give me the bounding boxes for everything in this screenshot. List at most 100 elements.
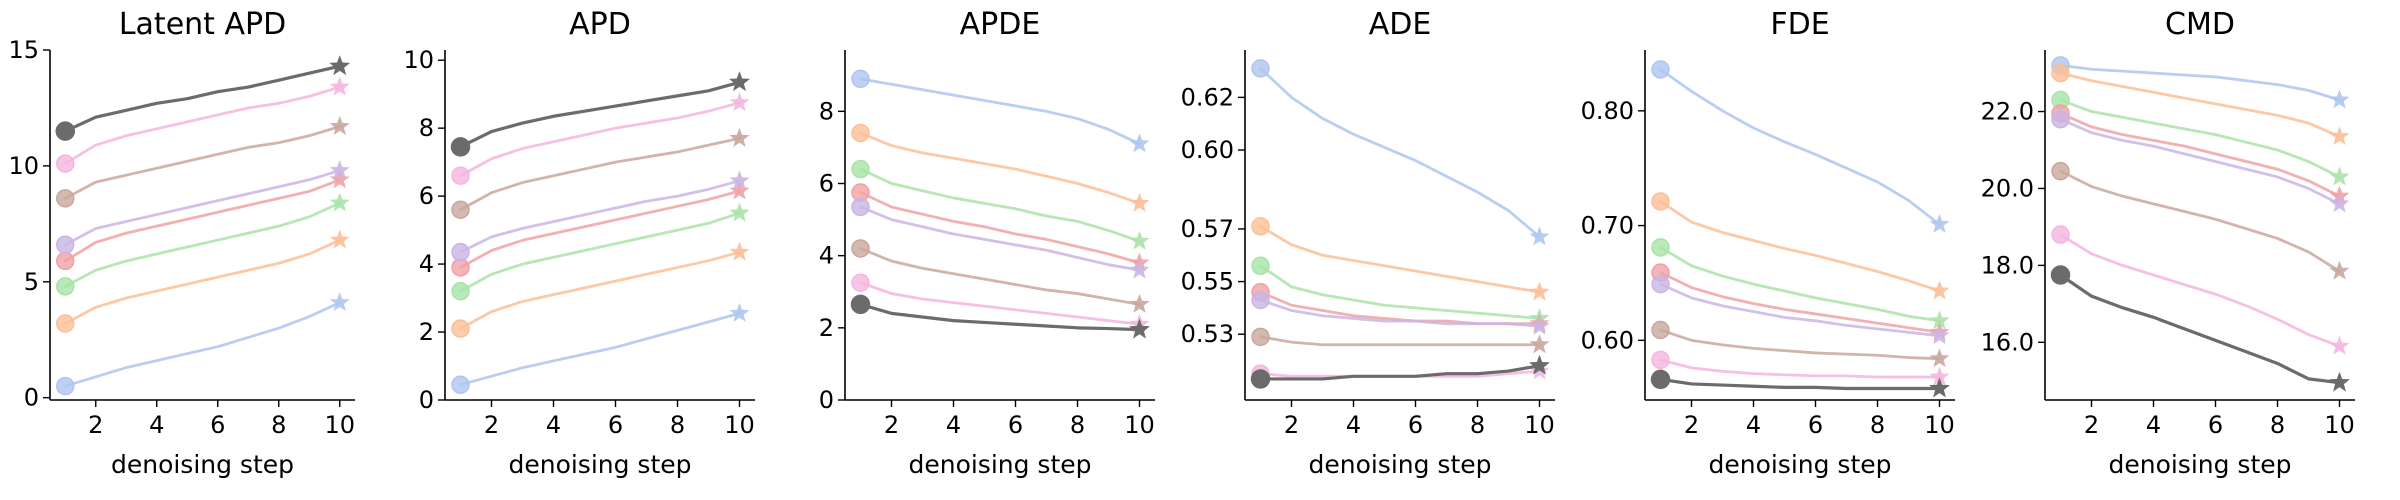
chart-title: FDE xyxy=(1770,7,1829,42)
x-tick-label: 6 xyxy=(1008,411,1023,439)
end-point xyxy=(1929,325,1950,345)
x-tick-label: 6 xyxy=(608,411,623,439)
end-point xyxy=(1129,192,1150,212)
series-line xyxy=(459,101,741,178)
start-point xyxy=(851,197,870,217)
y-tick-label: 8 xyxy=(819,97,834,125)
end-point xyxy=(329,55,351,76)
y-tick-label: 0.60 xyxy=(1181,136,1234,164)
y-tick-label: 2 xyxy=(819,314,834,342)
series-line xyxy=(859,191,1141,265)
series-line xyxy=(859,77,1141,146)
start-point xyxy=(1251,327,1270,347)
series-line xyxy=(1658,377,1942,391)
x-tick-label: 4 xyxy=(2146,411,2161,439)
start-point xyxy=(851,123,870,143)
chart-panel: FDE 2 4 6 8 10 0.60 0.70 0.80 denoising step xyxy=(1581,7,1955,479)
y-tick-label: 15 xyxy=(8,36,39,64)
series-line xyxy=(459,211,741,293)
start-point xyxy=(1651,60,1670,79)
start-point xyxy=(56,235,75,254)
series-line xyxy=(63,201,342,288)
y-tick-label: 0.80 xyxy=(1581,97,1634,125)
start-point xyxy=(851,69,870,89)
chart-panel: CMD 2 4 6 8 10 16.0 18.0 20.0 22.0 denoising step xyxy=(1981,7,2355,479)
chart-panel: ADE 2 4 6 8 10 0.53 0.55 0.57 0.60 0.62 denoising s… xyxy=(1181,7,1555,479)
x-tick-label: 2 xyxy=(884,411,899,439)
start-point xyxy=(56,277,75,296)
series-line xyxy=(2059,63,2341,102)
y-tick-label: 20.0 xyxy=(1981,174,2034,202)
x-axis-label: denoising step xyxy=(111,450,294,479)
series-line xyxy=(859,131,1141,205)
end-point xyxy=(729,302,750,322)
y-tick-label: 0 xyxy=(419,386,434,414)
start-point xyxy=(1251,290,1270,310)
end-point xyxy=(1929,310,1950,330)
start-point xyxy=(2051,161,2070,181)
y-tick-label: 4 xyxy=(819,242,834,270)
y-tick-label: 0.62 xyxy=(1181,83,1234,111)
end-point xyxy=(729,180,750,200)
series-line xyxy=(2059,169,2341,273)
x-tick-label: 8 xyxy=(670,411,685,439)
x-tick-label: 2 xyxy=(1684,411,1699,439)
start-point xyxy=(1251,217,1270,236)
start-point xyxy=(451,319,470,338)
x-axis-label: denoising step xyxy=(1708,450,1891,479)
start-point xyxy=(851,273,870,292)
chart-panel: Latent APD 2 4 6 8 10 0 5 10 15 denoising step xyxy=(8,7,355,479)
start-point xyxy=(56,376,75,396)
y-tick-label: 0.60 xyxy=(1581,326,1634,354)
start-point xyxy=(1651,192,1670,211)
y-tick-label: 0 xyxy=(819,386,834,414)
series-line xyxy=(1259,224,1541,294)
end-point xyxy=(1929,213,1950,233)
x-tick-label: 8 xyxy=(2270,411,2285,439)
y-tick-label: 0.70 xyxy=(1581,212,1634,240)
y-tick-label: 6 xyxy=(419,182,434,210)
end-point xyxy=(329,292,350,312)
start-point xyxy=(2051,109,2070,129)
y-tick-label: 8 xyxy=(419,114,434,142)
y-tick-label: 2 xyxy=(419,318,434,346)
series-line xyxy=(63,178,342,263)
y-tick-label: 4 xyxy=(419,250,434,278)
end-point xyxy=(729,202,750,222)
x-tick-label: 6 xyxy=(1808,411,1823,439)
series-line xyxy=(2059,112,2341,198)
end-point xyxy=(2329,89,2350,109)
series-line xyxy=(1259,335,1541,347)
x-tick-label: 8 xyxy=(1470,411,1485,439)
series-line xyxy=(459,189,741,269)
x-tick-label: 10 xyxy=(2324,411,2355,439)
x-tick-label: 6 xyxy=(1408,411,1423,439)
end-point xyxy=(329,160,350,180)
start-point xyxy=(1251,59,1270,78)
series-line xyxy=(1659,245,1941,323)
series-line xyxy=(859,281,1141,326)
end-point xyxy=(1129,318,1150,339)
series-line xyxy=(2059,233,2341,348)
start-point xyxy=(2050,265,2071,285)
series-line xyxy=(63,301,342,388)
x-tick-label: 4 xyxy=(149,411,164,439)
end-point xyxy=(1529,281,1550,301)
end-point xyxy=(2329,126,2350,146)
chart-panel: APDE 2 4 6 8 10 0 2 4 6 8 denoising step xyxy=(819,7,1155,479)
start-point xyxy=(851,239,870,258)
series-line xyxy=(459,311,741,387)
x-axis-label: denoising step xyxy=(1308,450,1491,479)
end-point xyxy=(729,71,750,92)
end-point xyxy=(1129,230,1150,250)
series-line xyxy=(458,80,742,149)
x-tick-label: 8 xyxy=(1070,411,1085,439)
start-point xyxy=(1250,369,1271,389)
series-line xyxy=(63,64,342,133)
y-tick-label: 0.57 xyxy=(1181,215,1234,243)
x-tick-label: 6 xyxy=(210,411,225,439)
start-point xyxy=(451,258,470,277)
start-point xyxy=(450,137,471,157)
x-tick-label: 10 xyxy=(1924,411,1955,439)
series-line xyxy=(459,250,741,331)
